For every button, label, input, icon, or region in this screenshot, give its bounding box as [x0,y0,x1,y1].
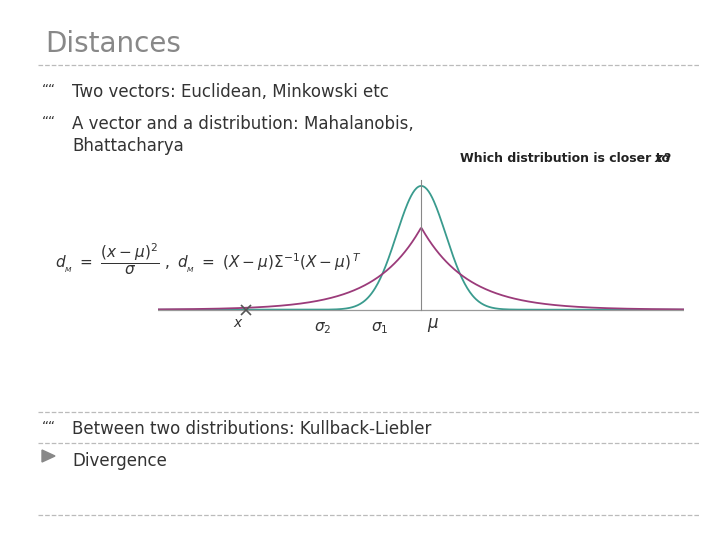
Text: ““: ““ [42,420,56,434]
Text: Two vectors: Euclidean, Minkowski etc: Two vectors: Euclidean, Minkowski etc [72,83,389,101]
Text: Divergence: Divergence [72,452,167,470]
Text: Distances: Distances [45,30,181,58]
Text: $\sigma_1$: $\sigma_1$ [372,320,389,336]
Polygon shape [42,450,55,462]
Text: x: x [655,152,663,165]
Text: ““: ““ [42,115,56,129]
Text: $\mu$: $\mu$ [427,315,438,334]
Text: Bhattacharya: Bhattacharya [72,137,184,155]
Text: $x$: $x$ [233,315,243,329]
Text: ?: ? [663,152,670,165]
Text: Which distribution is closer to: Which distribution is closer to [460,152,675,165]
Text: ““: ““ [42,83,56,97]
Text: $\sigma_2$: $\sigma_2$ [314,320,331,336]
Text: $d_{_M}\ =\ \dfrac{(x-\mu)^2}{\sigma}\ ,\ d_{_M}\ =\ (X-\mu)\Sigma^{-1}(X-\mu)^{: $d_{_M}\ =\ \dfrac{(x-\mu)^2}{\sigma}\ ,… [55,242,361,278]
Text: Between two distributions: Kullback-Liebler: Between two distributions: Kullback-Lieb… [72,420,431,438]
Text: A vector and a distribution: Mahalanobis,: A vector and a distribution: Mahalanobis… [72,115,414,133]
